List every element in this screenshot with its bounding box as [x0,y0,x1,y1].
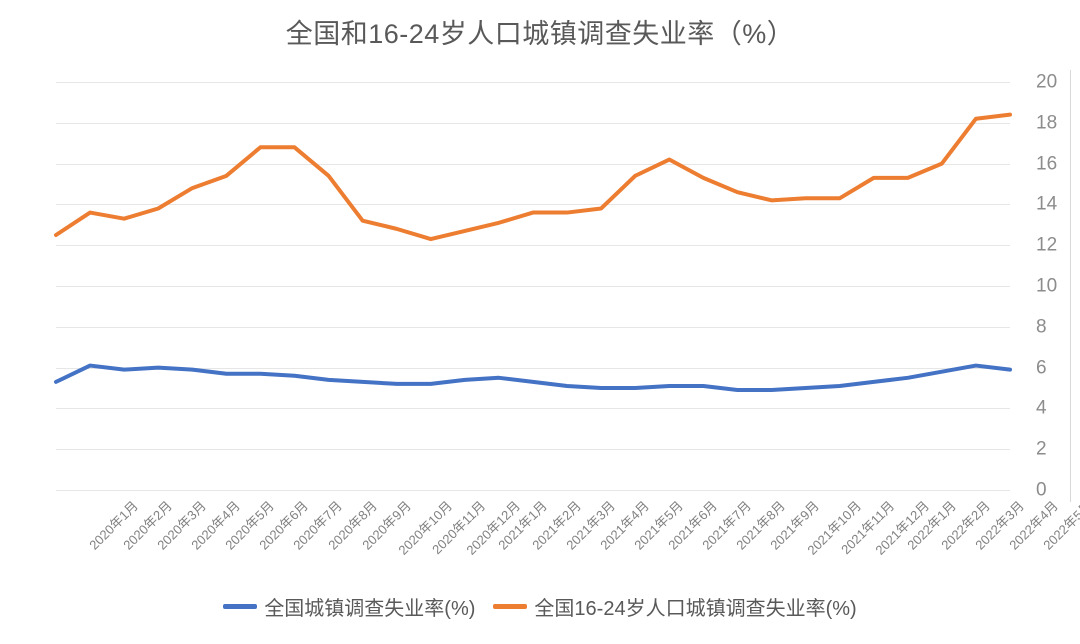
gridline [56,286,1010,287]
chart-title: 全国和16-24岁人口城镇调查失业率（%） [285,19,795,49]
series-lines [54,112,1012,393]
y-axis-tick-label: 6 [1036,357,1047,379]
chart-legend: 全国城镇调查失业率(%) 全国16-24岁人口城镇调查失业率(%) [0,592,1080,621]
legend-item[interactable]: 全国城镇调查失业率(%) [223,592,475,621]
y-axis-tick-label: 18 [1036,112,1058,134]
gridline [56,326,1010,328]
gridline [56,367,1010,369]
gridline [56,122,1010,124]
gridline [56,204,1010,206]
series-line [54,112,1012,242]
legend-label: 全国城镇调查失业率(%) [264,598,476,620]
gridline [56,408,1010,410]
y-axis-tick-label: 12 [1036,234,1058,256]
gridline [56,163,1010,165]
legend-color-swatch [223,604,258,609]
y-axis-tick-label: 10 [1036,275,1058,297]
legend-color-swatch [493,604,528,609]
gridline [56,490,1010,491]
y-axis-tick-label: 20 [1036,71,1058,93]
gridline [56,245,1010,247]
y-axis-tick-label: 14 [1036,193,1058,215]
gridline [56,449,1010,451]
y-axis-tick-label: 4 [1036,397,1047,419]
gridline [56,82,1010,83]
y-axis-tick-label: 2 [1036,438,1047,460]
legend-label: 全国16-24岁人口城镇调查失业率(%) [534,598,857,620]
y-axis-tick-label: 0 [1036,479,1047,501]
series-line [54,363,1012,393]
plot-area [54,82,1012,491]
x-axis: 2020年1月 2020年2月 2020年3月 2020年4月 2020年5月 2020年… [56,492,1080,572]
y-axis-tick-label: 8 [1036,316,1047,338]
legend-item[interactable]: 全国16-24岁人口城镇调查失业率(%) [493,592,857,621]
plot-right-border [1070,70,1071,502]
y-axis-tick-label: 16 [1036,153,1058,175]
y-axis: 20 18 16 14 12 10 8 6 4 2 0 [1014,73,1074,500]
